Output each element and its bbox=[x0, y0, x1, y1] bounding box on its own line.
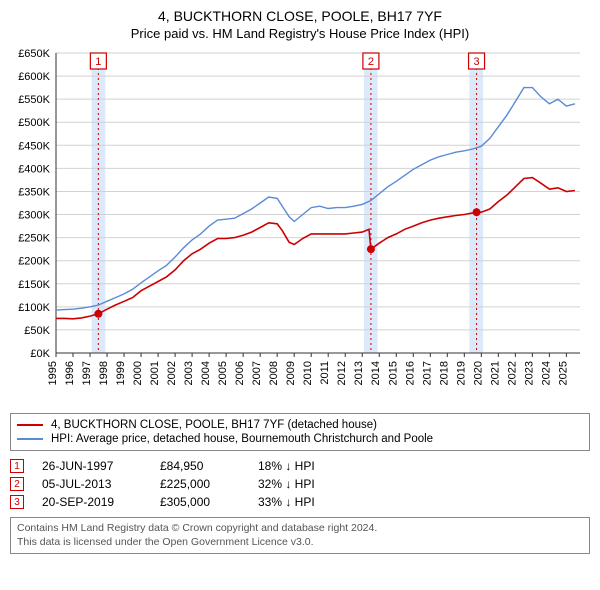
x-tick-label: 2020 bbox=[472, 361, 484, 385]
page-subtitle: Price paid vs. HM Land Registry's House … bbox=[10, 26, 590, 41]
sales-date: 05-JUL-2013 bbox=[42, 477, 142, 491]
x-tick-label: 2001 bbox=[149, 361, 161, 385]
x-tick-label: 1997 bbox=[81, 361, 93, 385]
x-tick-label: 2000 bbox=[132, 361, 144, 385]
y-tick-label: £600K bbox=[18, 71, 50, 83]
sales-date: 20-SEP-2019 bbox=[42, 495, 142, 509]
y-tick-label: £350K bbox=[18, 186, 50, 198]
x-tick-label: 2019 bbox=[455, 361, 467, 385]
legend-row: HPI: Average price, detached house, Bour… bbox=[17, 432, 583, 446]
legend-box: 4, BUCKTHORN CLOSE, POOLE, BH17 7YF (det… bbox=[10, 413, 590, 451]
y-tick-label: £150K bbox=[18, 279, 50, 291]
sale-point-marker bbox=[94, 310, 102, 318]
y-tick-label: £250K bbox=[18, 233, 50, 245]
x-tick-label: 2007 bbox=[251, 361, 263, 385]
sales-price: £225,000 bbox=[160, 477, 240, 491]
legend-swatch bbox=[17, 424, 43, 426]
sales-marker-box: 3 bbox=[10, 495, 24, 509]
y-tick-label: £400K bbox=[18, 163, 50, 175]
y-tick-label: £550K bbox=[18, 94, 50, 106]
y-tick-label: £300K bbox=[18, 210, 50, 222]
x-tick-label: 2018 bbox=[438, 361, 450, 385]
sales-marker-box: 1 bbox=[10, 459, 24, 473]
x-tick-label: 2017 bbox=[421, 361, 433, 385]
sales-row: 1 26-JUN-1997 £84,950 18% ↓ HPI bbox=[10, 457, 590, 475]
x-tick-label: 1995 bbox=[47, 361, 59, 385]
legend-label: 4, BUCKTHORN CLOSE, POOLE, BH17 7YF (det… bbox=[51, 419, 377, 431]
x-tick-label: 2016 bbox=[404, 361, 416, 385]
line-chart-svg: £0K £50K £100K £150K £200K £250K £300K £350K £40… bbox=[10, 47, 590, 407]
legend-swatch bbox=[17, 438, 43, 440]
sales-hpi: 18% ↓ HPI bbox=[258, 459, 348, 473]
x-tick-label: 2003 bbox=[183, 361, 195, 385]
attribution-line: This data is licensed under the Open Gov… bbox=[17, 536, 583, 550]
chart-container: 4, BUCKTHORN CLOSE, POOLE, BH17 7YF Pric… bbox=[0, 0, 600, 564]
legend-row: 4, BUCKTHORN CLOSE, POOLE, BH17 7YF (det… bbox=[17, 418, 583, 432]
chart-area: £0K £50K £100K £150K £200K £250K £300K £350K £40… bbox=[10, 47, 590, 407]
x-tick-label: 2011 bbox=[319, 361, 331, 385]
sales-row: 3 20-SEP-2019 £305,000 33% ↓ HPI bbox=[10, 493, 590, 511]
page-title: 4, BUCKTHORN CLOSE, POOLE, BH17 7YF bbox=[10, 8, 590, 24]
event-marker-label: 3 bbox=[473, 56, 479, 68]
sales-price: £84,950 bbox=[160, 459, 240, 473]
attribution-box: Contains HM Land Registry data © Crown c… bbox=[10, 517, 590, 554]
y-tick-label: £500K bbox=[18, 117, 50, 129]
x-tick-label: 1999 bbox=[115, 361, 127, 385]
x-tick-label: 2005 bbox=[217, 361, 229, 385]
x-tick-label: 2013 bbox=[353, 361, 365, 385]
x-tick-label: 2024 bbox=[540, 361, 552, 385]
sales-table: 1 26-JUN-1997 £84,950 18% ↓ HPI 2 05-JUL-2013… bbox=[10, 457, 590, 511]
x-tick-label: 2009 bbox=[285, 361, 297, 385]
sales-date: 26-JUN-1997 bbox=[42, 459, 142, 473]
y-tick-label: £450K bbox=[18, 140, 50, 152]
event-marker-label: 2 bbox=[368, 56, 374, 68]
attribution-line: Contains HM Land Registry data © Crown c… bbox=[17, 522, 583, 536]
legend-label: HPI: Average price, detached house, Bour… bbox=[51, 433, 433, 445]
x-tick-label: 2021 bbox=[489, 361, 501, 385]
x-tick-label: 2004 bbox=[200, 361, 212, 385]
x-tick-label: 2002 bbox=[166, 361, 178, 385]
x-tick-label: 2023 bbox=[523, 361, 535, 385]
y-tick-label: £200K bbox=[18, 256, 50, 268]
sales-row: 2 05-JUL-2013 £225,000 32% ↓ HPI bbox=[10, 475, 590, 493]
x-tick-label: 2015 bbox=[387, 361, 399, 385]
y-tick-label: £0K bbox=[30, 348, 50, 360]
sales-marker-box: 2 bbox=[10, 477, 24, 491]
y-tick-label: £100K bbox=[18, 302, 50, 314]
x-tick-label: 1996 bbox=[64, 361, 76, 385]
event-marker-label: 1 bbox=[95, 56, 101, 68]
x-tick-label: 2006 bbox=[234, 361, 246, 385]
sales-hpi: 32% ↓ HPI bbox=[258, 477, 348, 491]
x-tick-label: 2012 bbox=[336, 361, 348, 385]
x-tick-label: 2025 bbox=[557, 361, 569, 385]
y-tick-label: £50K bbox=[24, 325, 50, 337]
sales-price: £305,000 bbox=[160, 495, 240, 509]
sale-point-marker bbox=[473, 208, 481, 216]
x-tick-label: 2014 bbox=[370, 361, 382, 385]
sales-hpi: 33% ↓ HPI bbox=[258, 495, 348, 509]
x-tick-label: 2010 bbox=[302, 361, 314, 385]
x-tick-label: 2008 bbox=[268, 361, 280, 385]
y-tick-label: £650K bbox=[18, 48, 50, 60]
sale-point-marker bbox=[367, 245, 375, 253]
x-tick-label: 2022 bbox=[506, 361, 518, 385]
x-tick-label: 1998 bbox=[98, 361, 110, 385]
